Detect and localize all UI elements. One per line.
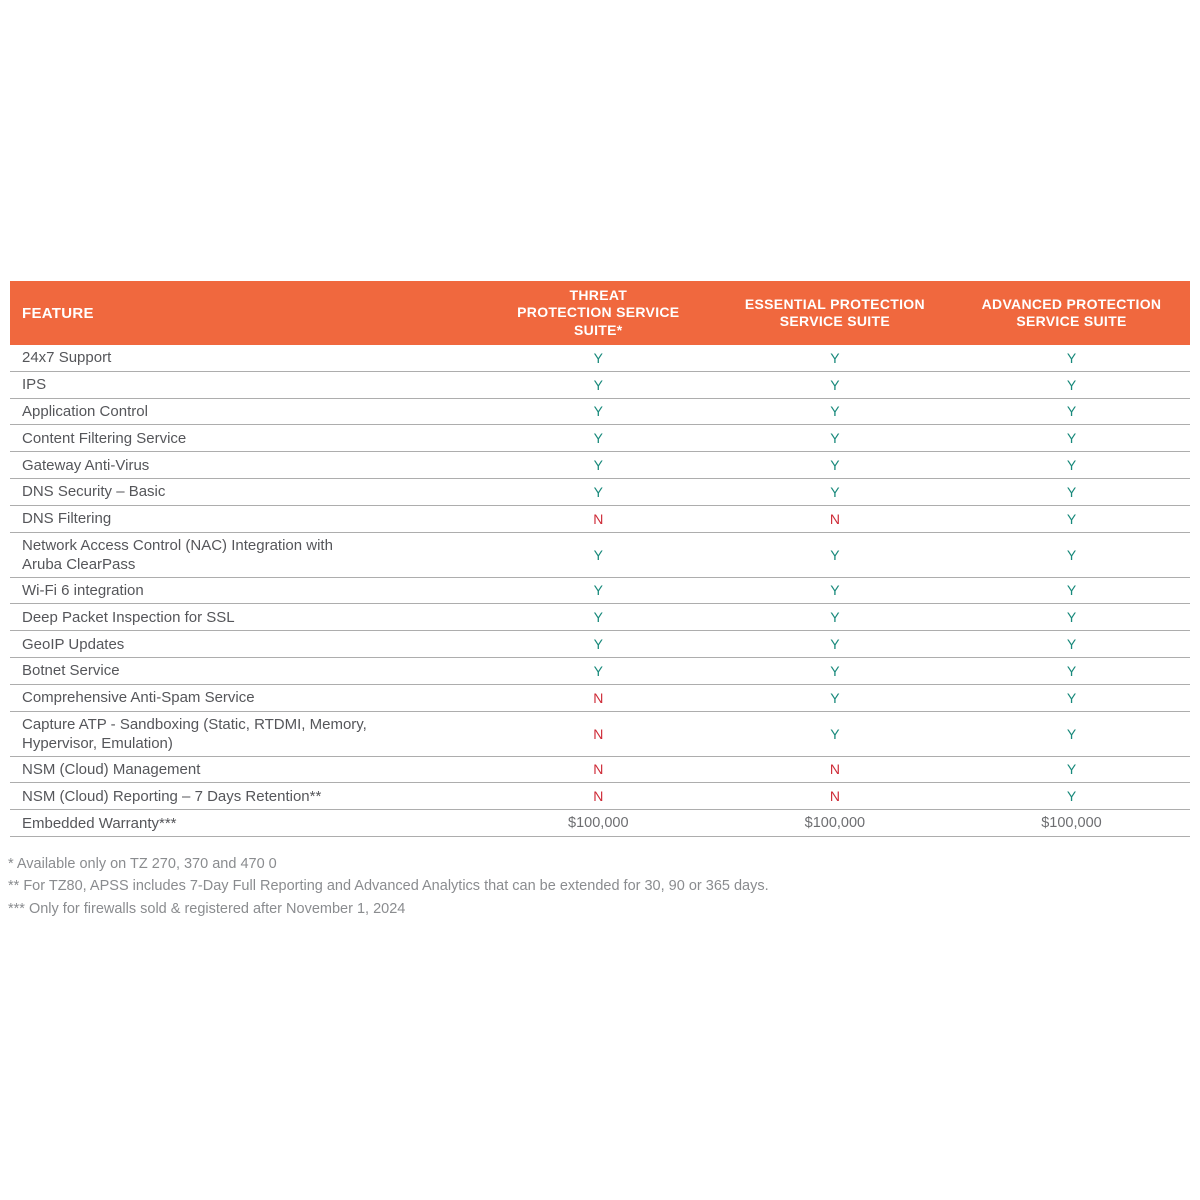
value-essential-suite: Y <box>830 609 840 626</box>
feature-name: NSM (Cloud) Management <box>22 760 201 778</box>
table-row: Embedded Warranty*** $100,000 $100,000 $… <box>10 810 1190 837</box>
feature-name: Comprehensive Anti-Spam Service <box>22 689 255 707</box>
value-threat-suite: N <box>593 689 604 706</box>
value-essential-suite: N <box>829 788 840 805</box>
footnote-1: * Available only on TZ 270, 370 and 470 … <box>8 856 277 872</box>
value-advanced-suite: Y <box>1066 376 1077 393</box>
table-row: GeoIP Updates Y Y Y <box>10 631 1190 658</box>
feature-name: DNS Filtering <box>22 510 112 528</box>
column-header-threat-protection-suite: THREAT PROTECTION SERVICE SUITE* <box>517 286 680 338</box>
value-essential-suite: N <box>829 761 840 778</box>
value-threat-suite: Y <box>593 403 603 420</box>
value-threat-suite: N <box>593 788 604 805</box>
value-essential-suite: Y <box>830 689 840 706</box>
value-advanced-suite: Y <box>1066 510 1077 527</box>
feature-name: Capture ATP - Sandboxing (Static, RTDMI,… <box>22 715 367 752</box>
feature-name: DNS Security – Basic <box>22 483 166 501</box>
value-advanced-suite: Y <box>1066 662 1077 679</box>
feature-name: Wi-Fi 6 integration <box>22 581 144 599</box>
feature-name: Deep Packet Inspection for SSL <box>22 608 235 626</box>
table-row: NSM (Cloud) Management N N Y <box>10 757 1190 784</box>
table-row: Application Control Y Y Y <box>10 399 1190 426</box>
feature-name: Content Filtering Service <box>22 429 187 447</box>
table-row: Wi-Fi 6 integration Y Y Y <box>10 578 1190 605</box>
value-threat-suite: N <box>593 725 604 742</box>
value-threat-suite: Y <box>593 636 603 653</box>
value-essential-suite: Y <box>830 403 840 420</box>
footnotes: * Available only on TZ 270, 370 and 470 … <box>8 853 769 920</box>
feature-comparison-table: FEATURE THREAT PROTECTION SERVICE SUITE*… <box>10 281 1190 837</box>
value-essential-suite: Y <box>830 546 840 563</box>
value-advanced-suite: Y <box>1066 403 1077 420</box>
footnote-2: ** For TZ80, APSS includes 7-Day Full Re… <box>8 878 769 895</box>
value-threat-suite: Y <box>593 376 603 393</box>
table-row: Content Filtering Service Y Y Y <box>10 425 1190 453</box>
table-row: 24x7 Support Y Y Y <box>10 345 1190 372</box>
value-essential-suite: Y <box>830 725 840 742</box>
table-row: Network Access Control (NAC) Integration… <box>10 533 1190 578</box>
value-essential-suite: Y <box>830 483 840 500</box>
value-essential-suite: Y <box>830 636 840 653</box>
value-advanced-suite: $100,000 <box>1041 815 1102 832</box>
table-row: NSM (Cloud) Reporting – 7 Days Retention… <box>10 783 1190 811</box>
value-threat-suite: Y <box>593 609 603 626</box>
value-essential-suite: Y <box>830 582 840 599</box>
value-advanced-suite: Y <box>1066 582 1077 599</box>
value-advanced-suite: Y <box>1066 609 1077 626</box>
feature-name: GeoIP Updates <box>22 635 125 653</box>
column-header-feature: FEATURE <box>22 304 94 322</box>
value-advanced-suite: Y <box>1066 483 1077 500</box>
table-row: Deep Packet Inspection for SSL Y Y Y <box>10 604 1190 632</box>
feature-name: Botnet Service <box>22 662 120 680</box>
value-advanced-suite: Y <box>1066 636 1077 653</box>
value-threat-suite: Y <box>593 582 603 599</box>
feature-name: 24x7 Support <box>22 349 112 367</box>
value-advanced-suite: Y <box>1066 546 1077 563</box>
table-row: Comprehensive Anti-Spam Service N Y Y <box>10 685 1190 712</box>
column-header-essential-protection-suite: ESSENTIAL PROTECTION SERVICE SUITE <box>744 295 925 330</box>
column-header-advanced-protection-suite: ADVANCED PROTECTION SERVICE SUITE <box>981 295 1162 330</box>
feature-name: NSM (Cloud) Reporting – 7 Days Retention… <box>22 787 322 805</box>
value-advanced-suite: Y <box>1066 349 1077 366</box>
footnote-3: *** Only for firewalls sold & registered… <box>8 900 406 917</box>
feature-name: Application Control <box>22 402 148 420</box>
table-body: 24x7 Support Y Y Y IPS Y Y Y Application… <box>10 345 1190 837</box>
value-advanced-suite: Y <box>1066 761 1077 778</box>
value-threat-suite: $100,000 <box>568 815 629 832</box>
value-threat-suite: Y <box>593 457 603 474</box>
value-threat-suite: Y <box>593 430 603 447</box>
value-essential-suite: Y <box>830 349 840 366</box>
table-header-row: FEATURE THREAT PROTECTION SERVICE SUITE*… <box>10 281 1190 345</box>
value-essential-suite: $100,000 <box>804 815 866 832</box>
table-row: DNS Filtering N N Y <box>10 506 1190 533</box>
table-row: Gateway Anti-Virus Y Y Y <box>10 452 1190 479</box>
table-row: Capture ATP - Sandboxing (Static, RTDMI,… <box>10 712 1190 757</box>
feature-name: Gateway Anti-Virus <box>22 456 150 474</box>
feature-name: Embedded Warranty*** <box>22 814 177 832</box>
value-threat-suite: N <box>593 510 604 527</box>
table-row: IPS Y Y Y <box>10 372 1190 399</box>
value-essential-suite: Y <box>830 430 840 447</box>
value-advanced-suite: Y <box>1066 457 1077 474</box>
table-row: Botnet Service Y Y Y <box>10 658 1190 685</box>
value-threat-suite: Y <box>593 349 603 366</box>
value-threat-suite: Y <box>593 483 603 500</box>
value-essential-suite: Y <box>830 457 840 474</box>
value-advanced-suite: Y <box>1066 430 1077 447</box>
feature-name: Network Access Control (NAC) Integration… <box>22 536 333 573</box>
value-advanced-suite: Y <box>1066 725 1077 742</box>
feature-name: IPS <box>22 376 47 394</box>
value-essential-suite: Y <box>830 376 840 393</box>
value-threat-suite: Y <box>593 546 603 563</box>
value-advanced-suite: Y <box>1066 689 1077 706</box>
value-threat-suite: N <box>593 761 604 778</box>
value-essential-suite: N <box>829 510 840 527</box>
value-threat-suite: Y <box>593 662 603 679</box>
value-essential-suite: Y <box>830 662 840 679</box>
table-row: DNS Security – Basic Y Y Y <box>10 479 1190 506</box>
value-advanced-suite: Y <box>1066 788 1077 805</box>
